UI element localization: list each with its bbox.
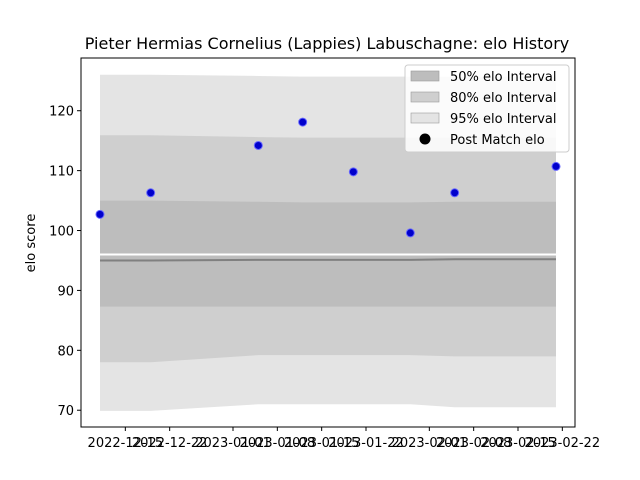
post-match-point (405, 228, 415, 238)
post-match-point (253, 140, 263, 150)
chart-title: Pieter Hermias Cornelius (Lappies) Labus… (85, 34, 570, 53)
y-axis-label: elo score (24, 214, 39, 273)
y-tick-label: 120 (49, 105, 74, 120)
post-match-points (95, 117, 561, 238)
x-tick-label: 2023-01-01 (195, 436, 271, 451)
y-tick-label: 110 (49, 165, 74, 180)
x-tick-label: 2023-02-15 (480, 436, 556, 451)
y-tick-label: 80 (57, 344, 74, 359)
legend-swatch-95-elo-interval (410, 112, 440, 124)
post-match-point (450, 188, 460, 198)
plot-frame (80, 57, 576, 428)
x-tick-label: 2023-02-22 (525, 436, 601, 451)
legend-swatch-50-elo-interval (410, 70, 440, 82)
legend: 50% elo Interval 80% elo Interval 95% elo … (404, 64, 570, 153)
legend-label: 50% elo Interval (450, 70, 557, 85)
interval-bands (100, 74, 556, 411)
y-tick-label: 100 (49, 225, 74, 240)
post-match-point (348, 167, 358, 177)
x-tick-label: 2022-12-15 (88, 436, 164, 451)
legend-label: Post Match elo (450, 133, 545, 148)
x-tick-label: 2023-02-08 (436, 436, 512, 451)
x-tick-label: 2022-12-22 (132, 436, 208, 451)
y-tick-label: 70 (57, 404, 74, 419)
x-tick-label: 2023-02-01 (392, 436, 468, 451)
post-match-point (95, 209, 105, 219)
x-tick-label: 2023-01-22 (328, 436, 404, 451)
x-axis: 2022-12-152022-12-222023-01-012023-01-08… (88, 427, 601, 451)
post-match-point (551, 161, 561, 171)
legend-marker-post-match-elo (419, 133, 431, 145)
interval-lines (100, 253, 556, 262)
interval-line-2 (100, 258, 556, 262)
legend-box (404, 64, 570, 153)
post-match-point (146, 188, 156, 198)
x-tick-label: 2023-01-08 (240, 436, 316, 451)
post-match-point (298, 117, 308, 127)
y-axis: 70 80 90 100 110 120 (49, 105, 81, 419)
legend-label: 80% elo Interval (450, 91, 557, 106)
legend-swatch-80-elo-interval (410, 91, 440, 103)
x-tick-label: 2023-01-15 (284, 436, 360, 451)
legend-label: 95% elo Interval (450, 112, 557, 127)
y-tick-label: 90 (57, 284, 74, 299)
